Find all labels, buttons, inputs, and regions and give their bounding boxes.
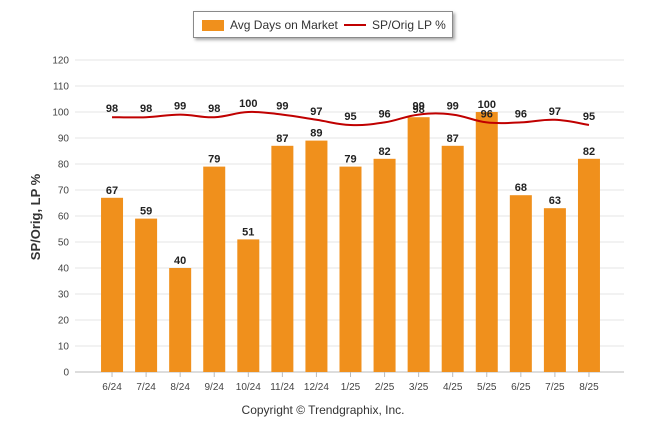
x-tick-label: 4/25 xyxy=(443,382,463,393)
x-tick-label: 9/24 xyxy=(204,382,224,393)
x-tick-label: 12/24 xyxy=(304,382,329,393)
bar-data-label: 68 xyxy=(515,182,527,194)
y-tick-label: 90 xyxy=(58,134,70,145)
bar-data-labels: 67 59 40 79 51 87 89 79 82 98 87 100 68 63 82 xyxy=(106,99,595,267)
line-data-label: 96 xyxy=(378,108,390,120)
bar-data-label: 79 xyxy=(344,154,356,166)
x-tick-label: 5/25 xyxy=(477,382,497,393)
bar xyxy=(169,268,192,372)
legend-line-swatch xyxy=(344,24,366,26)
copyright-text: Copyright © Trendgraphix, Inc. xyxy=(241,403,405,417)
x-tick-label: 7/25 xyxy=(545,382,565,393)
line-data-label: 98 xyxy=(140,103,152,115)
y-axis-ticks: 0 10 20 30 40 50 60 70 80 90 100 110 120 xyxy=(52,56,69,379)
bar xyxy=(135,218,158,372)
line-data-label: 99 xyxy=(447,101,459,113)
legend-item-line[interactable]: SP/Orig LP % xyxy=(344,18,446,32)
y-tick-label: 40 xyxy=(58,264,70,275)
bar-series xyxy=(101,112,600,372)
line-data-label: 96 xyxy=(515,108,527,120)
x-tick-label: 8/24 xyxy=(170,382,190,393)
bar xyxy=(543,208,566,372)
x-tick-label: 8/25 xyxy=(579,382,599,393)
x-tick-label: 10/24 xyxy=(236,382,261,393)
y-tick-label: 70 xyxy=(58,186,70,197)
bar xyxy=(305,140,328,372)
line-series xyxy=(112,110,590,127)
bar-data-label: 87 xyxy=(447,133,459,145)
y-tick-label: 100 xyxy=(52,108,69,119)
bar-data-label: 89 xyxy=(310,128,322,140)
bar xyxy=(577,158,600,372)
y-tick-label: 80 xyxy=(58,160,70,171)
line-data-label: 97 xyxy=(549,106,561,118)
bar-data-label: 98 xyxy=(413,104,425,116)
y-tick-label: 30 xyxy=(58,290,70,301)
x-tick-label: 7/24 xyxy=(136,382,156,393)
bar xyxy=(339,166,362,372)
bar-data-label: 63 xyxy=(549,195,561,207)
line-data-label: 98 xyxy=(106,103,118,115)
x-tick-label: 3/25 xyxy=(409,382,429,393)
line-data-label: 97 xyxy=(310,106,322,118)
bar xyxy=(407,117,430,372)
bar-data-label: 59 xyxy=(140,206,152,218)
bar-data-label: 87 xyxy=(276,133,288,145)
y-tick-label: 20 xyxy=(58,316,70,327)
y-tick-label: 110 xyxy=(53,82,69,93)
line-data-label: 98 xyxy=(208,103,220,115)
bar-data-label: 82 xyxy=(378,146,390,158)
bar xyxy=(203,166,226,372)
x-tick-label: 2/25 xyxy=(375,382,395,393)
legend-line-label: SP/Orig LP % xyxy=(372,18,446,32)
line-data-label: 95 xyxy=(583,111,595,123)
bar xyxy=(237,239,260,372)
legend-item-bar[interactable]: Avg Days on Market xyxy=(202,18,338,32)
bar-data-label: 100 xyxy=(478,99,496,111)
bar xyxy=(475,112,498,372)
line-data-label: 99 xyxy=(174,101,186,113)
legend-bar-label: Avg Days on Market xyxy=(230,18,338,32)
legend: Avg Days on Market SP/Orig LP % xyxy=(193,11,453,38)
bar xyxy=(441,145,464,372)
x-tick-label: 1/25 xyxy=(341,382,361,393)
bar-data-label: 79 xyxy=(208,154,220,166)
legend-bar-swatch xyxy=(202,19,224,31)
line-data-label: 100 xyxy=(239,98,257,110)
bar xyxy=(373,158,396,372)
x-axis-ticks: 6/24 7/24 8/24 9/24 10/24 11/24 12/24 1/25 2/25 3… xyxy=(102,372,599,393)
x-tick-label: 6/25 xyxy=(511,382,531,393)
y-axis-label: SP/Orig, LP % xyxy=(28,173,43,260)
x-tick-label: 11/24 xyxy=(270,382,295,393)
bar xyxy=(271,145,294,372)
bar-data-label: 82 xyxy=(583,146,595,158)
y-tick-label: 60 xyxy=(58,212,70,223)
x-tick-label: 6/24 xyxy=(102,382,122,393)
sp-orig-lp-line xyxy=(112,110,590,127)
line-data-label: 99 xyxy=(276,101,288,113)
line-data-label: 95 xyxy=(344,111,356,123)
line-data-label: 99 xyxy=(413,101,425,113)
y-tick-label: 50 xyxy=(58,238,70,249)
line-data-label: 96 xyxy=(481,108,493,120)
bar-data-label: 67 xyxy=(106,185,118,197)
bar-data-label: 51 xyxy=(242,226,254,238)
y-tick-label: 0 xyxy=(63,368,69,379)
y-tick-label: 10 xyxy=(58,342,70,353)
bar xyxy=(509,195,532,372)
bar xyxy=(101,197,124,372)
bar-data-label: 40 xyxy=(174,255,186,267)
y-tick-label: 120 xyxy=(52,56,69,67)
